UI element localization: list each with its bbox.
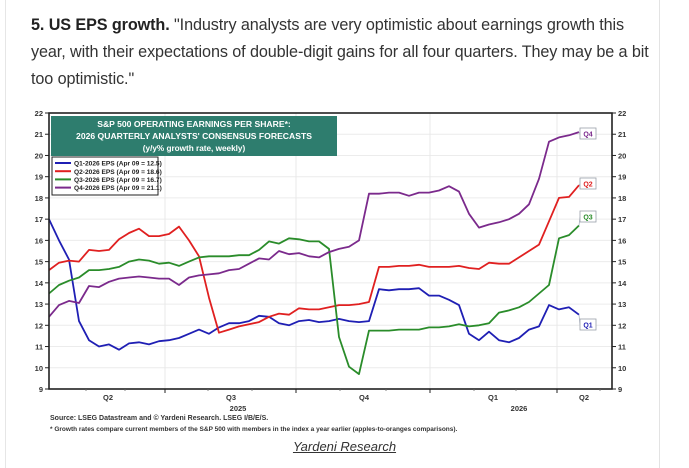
- chart-title-line: (y/y% growth rate, weekly): [143, 144, 246, 153]
- x-quarter-label: Q3: [226, 393, 236, 402]
- end-tag-label: Q4: [583, 132, 592, 139]
- x-quarter-label: Q2: [103, 393, 113, 402]
- title-background: [51, 116, 337, 156]
- y-tick-label-right: 10: [618, 364, 626, 373]
- y-tick-label-right: 18: [618, 194, 626, 203]
- chart-notes: Source: LSEG Datastream and © Yardeni Re…: [50, 414, 458, 433]
- y-tick-label-left: 14: [35, 279, 44, 288]
- y-tick-label-right: 14: [618, 279, 627, 288]
- series-lines: [48, 131, 580, 376]
- x-quarter-label: Q1: [488, 393, 498, 402]
- y-tick-label-left: 19: [35, 173, 43, 182]
- footnote: * Growth rates compare current members o…: [50, 426, 458, 433]
- x-year-label: 2026: [511, 404, 528, 413]
- y-tick-label-left: 18: [35, 194, 43, 203]
- page-border-right: [659, 0, 660, 468]
- legend-label: Q3-2026 EPS (Apr 09 = 16.7): [74, 177, 162, 184]
- y-tick-label-right: 16: [618, 236, 626, 245]
- y-tick-label-right: 15: [618, 258, 626, 267]
- chart-title-box: S&P 500 OPERATING EARNINGS PER SHARE*: 20…: [51, 116, 337, 156]
- legend-label: Q1-2026 EPS (Apr 09 = 12.5): [74, 161, 162, 168]
- y-tick-label-left: 21: [35, 130, 43, 139]
- legend-label: Q2-2026 EPS (Apr 09 = 18.6): [74, 169, 162, 176]
- y-tick-label-left: 20: [35, 151, 43, 160]
- y-tick-label-left: 13: [35, 300, 43, 309]
- y-tick-label-left: 15: [35, 258, 43, 267]
- source-note: Source: LSEG Datastream and © Yardeni Re…: [50, 414, 268, 422]
- x-quarter-label: Q4: [359, 393, 370, 402]
- end-tag-box: [579, 177, 597, 190]
- y-tick-label-left: 12: [35, 321, 43, 330]
- chart-title-line: 2026 QUARTERLY ANALYSTS' CONSENSUS FOREC…: [76, 131, 312, 141]
- y-tick-label-left: 11: [35, 343, 43, 352]
- y-tick-label-left: 9: [39, 385, 43, 394]
- y-tick-label-left: 17: [35, 215, 43, 224]
- x-year-label: 2025: [230, 404, 247, 413]
- y-tick-label-left: 10: [35, 364, 43, 373]
- plot-frame: [48, 112, 613, 390]
- page-border-left: [5, 0, 6, 468]
- y-tick-label-left: 16: [35, 236, 43, 245]
- y-tick-label-right: 13: [618, 300, 626, 309]
- y-tick-label-right: 19: [618, 173, 626, 182]
- axes: 9 9 10 10 11 11 12 12 13 13 14 14 15 15 16 16 17 17 18 18 19…: [35, 109, 628, 413]
- article-paragraph: 5. US EPS growth. "Industry analysts are…: [31, 12, 651, 93]
- chart-title-line: S&P 500 OPERATING EARNINGS PER SHARE*:: [97, 119, 291, 129]
- end-tag-box: [579, 318, 597, 331]
- series-line-q4: [48, 131, 580, 318]
- series-end-tags: Q1 Q2 Q3 Q4: [578, 127, 597, 331]
- y-tick-label-right: 11: [618, 343, 626, 352]
- y-tick-label-left: 22: [35, 109, 43, 118]
- x-quarter-label: Q2: [579, 393, 589, 402]
- chart-legend: Q1-2026 EPS (Apr 09 = 12.5)Q2-2026 EPS (…: [51, 156, 162, 196]
- end-tag-label: Q2: [583, 182, 592, 189]
- yardeni-research-link[interactable]: Yardeni Research: [292, 439, 397, 454]
- end-tag-label: Q1: [583, 323, 592, 330]
- end-tag-label: Q3: [583, 215, 592, 222]
- end-tag-box: [579, 210, 597, 223]
- article-quote: "Industry analysts are very optimistic a…: [31, 16, 649, 88]
- series-line-q1: [48, 218, 580, 351]
- article-heading: 5. US EPS growth.: [31, 16, 170, 34]
- y-tick-label-right: 22: [618, 109, 626, 118]
- credit: Yardeni Research: [0, 438, 689, 456]
- y-tick-label-right: 9: [618, 385, 622, 394]
- y-tick-label-right: 21: [618, 130, 626, 139]
- series-line-q3: [48, 224, 580, 376]
- end-tag-box: [579, 127, 597, 140]
- series-line-q2: [48, 184, 580, 334]
- legend-label: Q4-2026 EPS (Apr 09 = 21.1): [74, 185, 162, 192]
- y-tick-label-right: 17: [618, 215, 626, 224]
- y-tick-label-right: 20: [618, 151, 626, 160]
- y-tick-label-right: 12: [618, 321, 626, 330]
